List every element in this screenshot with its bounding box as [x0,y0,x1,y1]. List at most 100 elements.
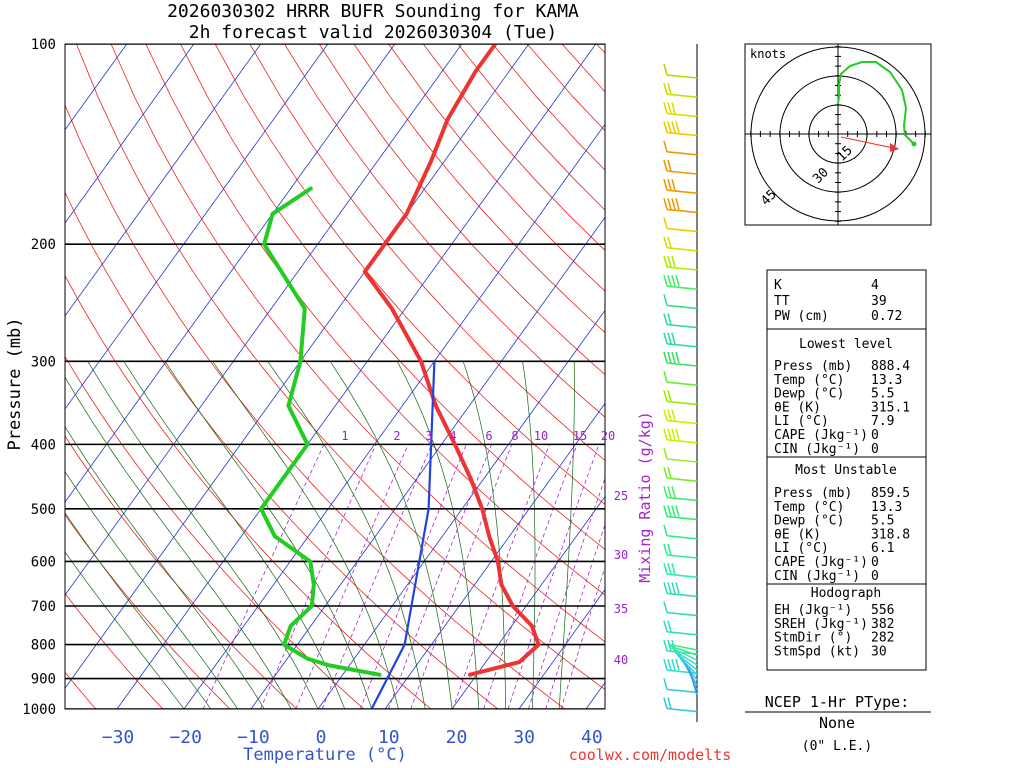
wind-barb-flag [667,332,672,345]
stat-label: Press (mb) [774,359,852,374]
temperature-tick-label: 20 [446,727,468,748]
parcel-path [370,361,436,709]
most-unstable-rows: Press (mb) 859.5 Temp (°C) 13.3 Dewp (°C) 5.5… [774,486,910,584]
wind-barb-flag [667,351,672,364]
dry-adiabat [214,44,605,506]
wind-barb [666,343,698,348]
moist-adiabat [123,361,346,709]
stat-label: θE (K) [774,400,821,415]
wind-barb-flag [663,198,668,210]
dry-adiabat [76,44,605,690]
wind-barb-flag [663,332,668,345]
dry-adiabat [65,435,298,709]
dry-adiabat [284,44,605,418]
hodograph-units: knots [750,47,786,61]
wind-barb [666,208,698,214]
dry-adiabat [145,44,605,596]
wind-barb-flag [667,390,672,402]
skewt-background-lines [65,44,605,709]
wind-barb-flag [671,351,676,364]
stat-label: EH (Jkg⁻¹) [774,603,852,618]
wind-barb-low [688,667,698,696]
wind-barb [666,323,698,329]
wind-barb [666,112,698,118]
wind-barb-flag [663,678,668,690]
wind-barb-flag [663,121,668,133]
moist-adiabat [65,376,292,709]
stat-label: CAPE (Jkg⁻¹) [774,555,868,570]
temperature-tick-label: 40 [581,727,603,748]
stat-value: 0 [871,442,879,457]
stat-value: 382 [871,617,894,632]
wind-barb [666,247,698,252]
stat-label: CAPE (Jkg⁻¹) [774,428,868,443]
wind-barb-flag [675,121,680,133]
wind-barb-flag [663,486,668,498]
wind-barb [666,554,698,559]
wind-barb-flag [667,562,672,575]
wind-barb-flag [671,409,676,421]
stat-label: LI (°C) [774,414,829,429]
isotherm [65,44,329,410]
wind-barb-flag [663,370,668,383]
footer-credit: coolwx.com/modelts [569,746,732,764]
stat-value: 556 [871,603,894,618]
stat-value: 13.3 [871,500,902,515]
hodograph-storm-arrowhead [890,143,899,152]
wind-barb-low [672,649,698,666]
wind-barb-flag [663,697,668,709]
hodograph: knots 15 30 45 [744,43,932,226]
temperature-tick-label: −20 [169,727,202,748]
temperature-tick-label: −10 [237,727,270,748]
dry-adiabat [65,104,566,709]
stat-label: Dewp (°C) [774,514,844,529]
wind-barb-flag [663,313,668,325]
k-index-value: 4 [871,278,879,293]
stat-label: Dewp (°C) [774,387,844,402]
k-index-label: K [774,278,782,293]
stat-value: 0 [871,428,879,443]
mixing-ratio-line [560,566,605,709]
stat-value: 859.5 [871,486,910,501]
wind-barb [666,515,698,521]
mixing-ratio-label: 4 [449,429,456,443]
dry-adiabat [457,44,605,211]
wind-barbs [663,63,698,713]
stat-value: 888.4 [871,359,910,374]
plot-frame [64,43,606,710]
mixing-ratio-label: 10 [534,429,548,443]
most-unstable-header: Most Unstable [795,463,897,478]
wind-barb [666,362,698,367]
wind-barb [666,419,698,425]
wind-barb-flag [675,658,680,671]
wind-barb-flag [671,121,676,133]
wind-barb-flag [663,543,668,556]
wind-barb-flag [663,217,668,229]
moist-adiabat [329,361,453,709]
pressure-tick-label: 500 [31,502,56,518]
hodograph-storm-motion [840,136,899,150]
mixing-ratio-side-label: 30 [614,548,628,562]
ptype-header: NCEP 1-Hr PType: [765,693,910,711]
wind-barb-flag [667,102,672,114]
stat-value: 5.5 [871,387,894,402]
wind-barb [666,131,698,137]
wind-barb-flag [667,121,672,133]
wind-barb [666,707,698,713]
wind-barb-flag [671,428,676,441]
moist-adiabat [212,361,399,709]
dry-adiabat [65,592,164,709]
dewpoint-profile [259,186,382,677]
wind-barb-flag [663,178,668,191]
stat-label: θE (K) [774,527,821,542]
stat-label: Temp (°C) [774,373,844,388]
wind-barb-flag [671,102,676,114]
pressure-tick-label: 100 [31,37,56,53]
moist-adiabat [164,361,372,709]
wind-barb-flag [663,390,668,402]
wind-barb-flag [663,562,668,575]
wind-barb-flag [663,505,668,517]
isotherm [183,123,605,709]
stat-value: 315.1 [871,400,910,415]
